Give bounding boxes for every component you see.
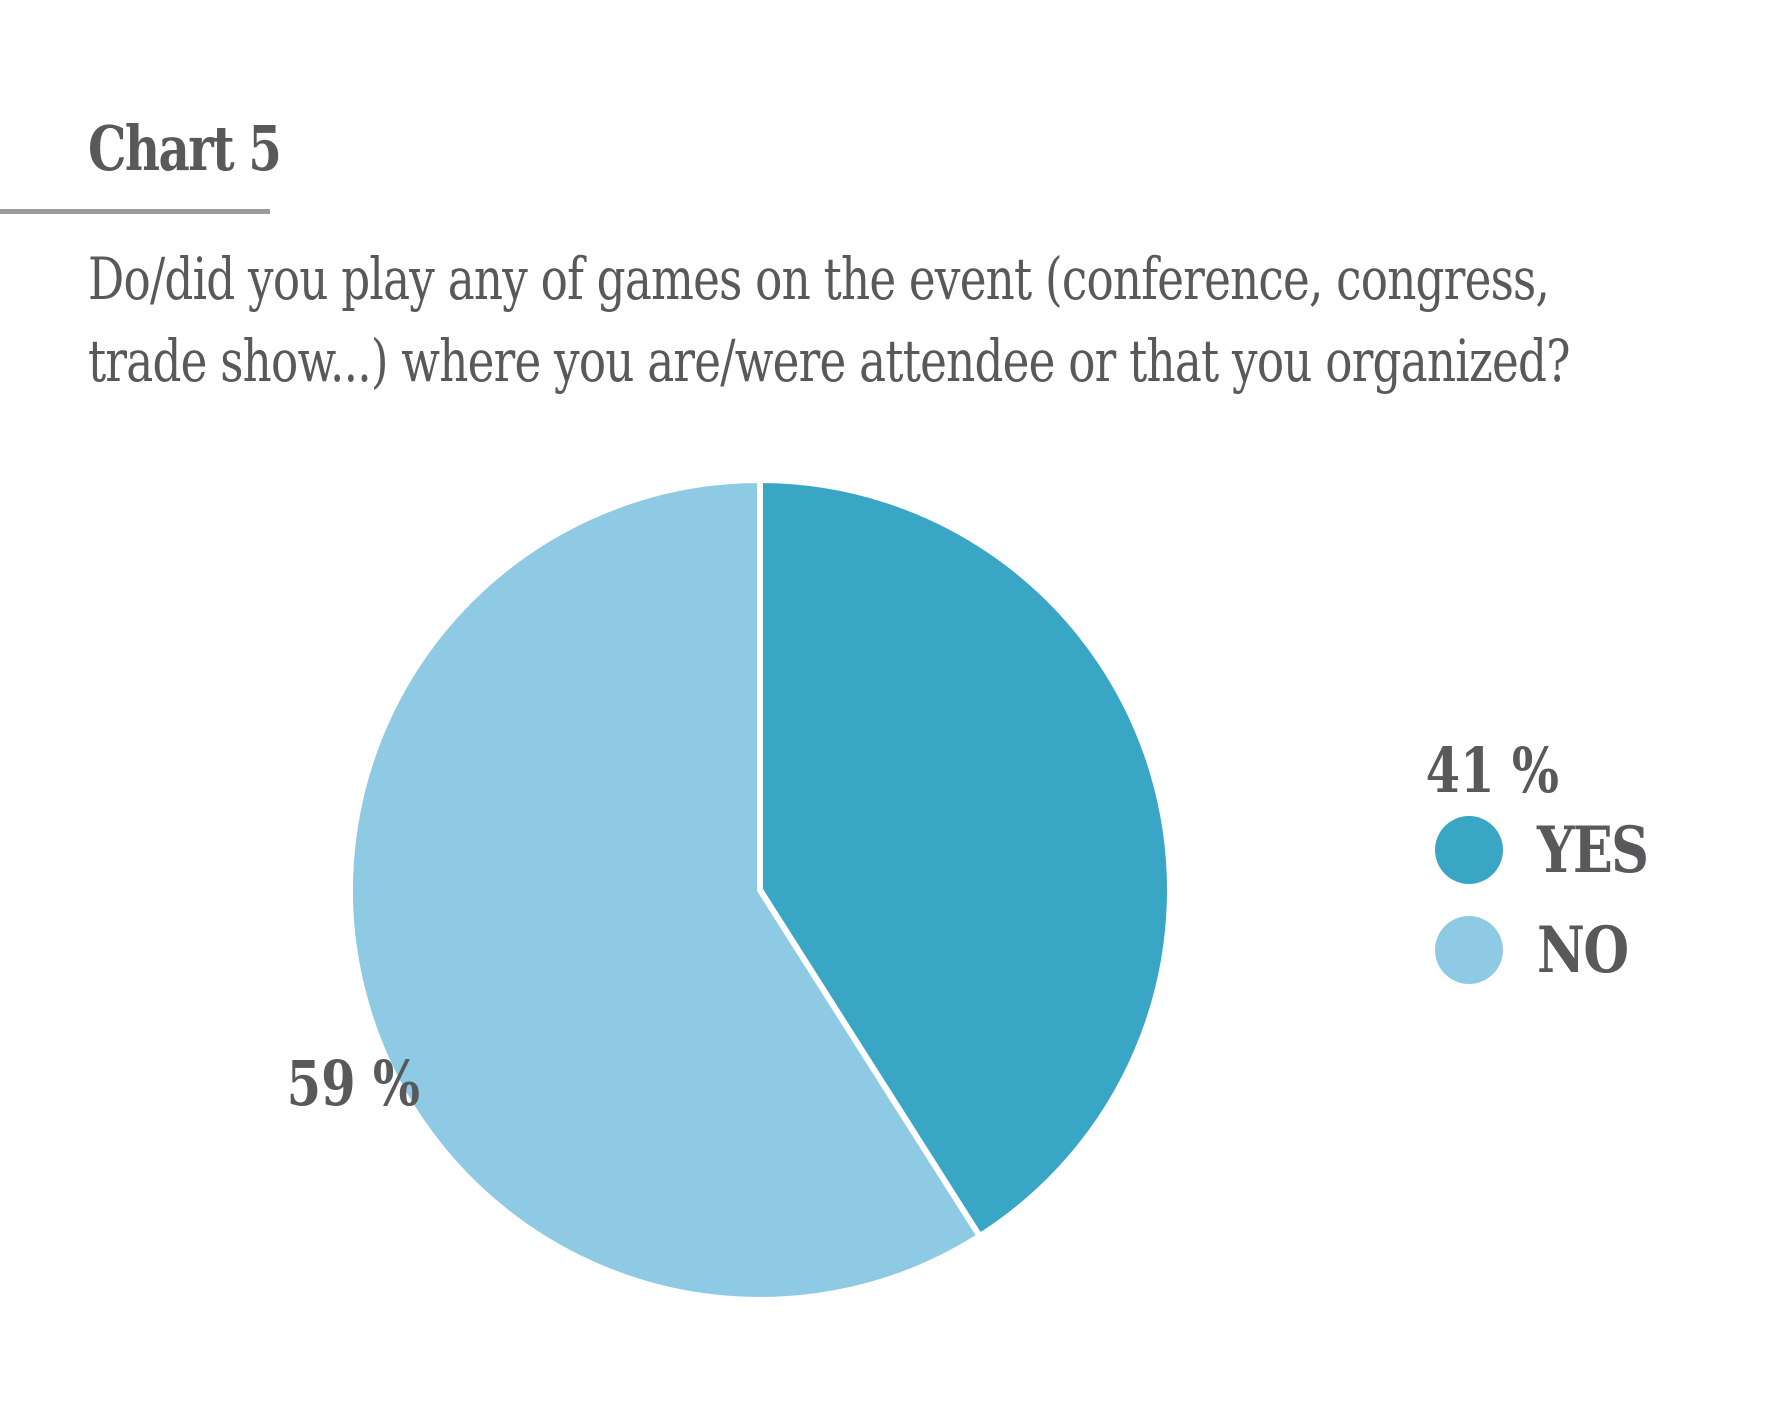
chart-title: Do/did you play any of games on the even… bbox=[88, 238, 1726, 402]
pie-slice-no bbox=[347, 477, 983, 1303]
legend-label-yes: YES bbox=[1537, 812, 1649, 888]
legend-item-yes: YES bbox=[1435, 800, 1672, 900]
legend-label-no: NO bbox=[1537, 912, 1629, 988]
chart-number-label: Chart 5 bbox=[88, 112, 282, 185]
legend-swatch-no bbox=[1435, 916, 1503, 984]
legend-swatch-yes bbox=[1435, 816, 1503, 884]
data-label-no: 59 % bbox=[287, 1048, 420, 1121]
legend-item-no: NO bbox=[1435, 900, 1672, 1000]
title-divider bbox=[0, 209, 270, 214]
legend: YES NO bbox=[1435, 800, 1672, 1000]
data-label-yes: 41 % bbox=[1426, 735, 1559, 808]
chart-title-line-2: trade show...) where you are/were attend… bbox=[88, 327, 1570, 395]
chart-title-line-1: Do/did you play any of games on the even… bbox=[88, 245, 1550, 313]
